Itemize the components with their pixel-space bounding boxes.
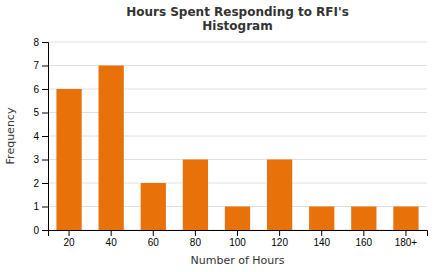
title: Hours Spent Responding to RFI'sHistogram [126,5,349,33]
y-tick-label: 7 [33,60,39,71]
x-tick-mark [363,230,364,236]
y-tick-mark [42,207,48,208]
x-tick-mark [237,230,238,236]
chart-svg: 20 40 60 80 100 120 140 160 180+ 0 1 2 3 4 5 6 7 8 Hours S… [0,0,443,272]
x-tick-label: 180+ [395,237,418,248]
y-tick-mark [42,113,48,114]
y-tick-label: 6 [33,84,39,95]
grid-line [48,42,427,43]
x-tick-label: 80 [190,237,202,248]
y-tick-mark [42,136,48,137]
x-axis-line [49,231,428,237]
y-axis-line [42,43,49,231]
y-tick-mark [42,66,48,67]
x-tick-mark [321,230,322,236]
y-tick: 3 [33,154,48,165]
title-line: Hours Spent Responding to RFI's [126,5,349,19]
y-tick-label: 0 [33,225,39,236]
chart-container: 20 40 60 80 100 120 140 160 180+ 0 1 2 3 4 5 6 7 8 Hours S… [0,0,443,272]
x-tick-label: 20 [63,237,75,248]
bars [56,66,418,231]
bar [56,89,81,230]
x-tick-mark [69,230,70,236]
y-tick-mark [42,160,48,161]
x-tick-label: 140 [313,237,330,248]
y-tick-mark [42,42,48,43]
plot: 20 40 60 80 100 120 140 160 180+ 0 1 2 3 4 5 6 7 8 [33,37,427,248]
y-axis: 0 1 2 3 4 5 6 7 8 [33,37,48,236]
bar [99,66,124,231]
x-tick-label: 160 [355,237,372,248]
bar [225,207,250,231]
y-tick: 5 [33,107,48,118]
x-tick-mark [279,230,280,236]
x-tick: 180+ [395,230,418,248]
y-tick-label: 4 [33,131,39,142]
x-tick: 80 [190,230,202,248]
title-line: Histogram [202,19,272,33]
bar [183,160,208,231]
y-tick: 1 [33,201,48,212]
x-tick: 140 [313,230,330,248]
y-tick-mark [42,183,48,184]
x-tick-mark [111,230,112,236]
y-tick: 6 [33,84,48,95]
y-axis-title: Frequency [4,107,17,164]
y-tick-label: 3 [33,154,39,165]
x-tick-label: 60 [148,237,160,248]
x-tick-label: 100 [229,237,246,248]
x-tick-label: 40 [106,237,118,248]
x-axis: 20 40 60 80 100 120 140 160 180+ [49,230,428,248]
x-tick-mark [153,230,154,236]
bar [141,183,166,230]
grid [48,42,427,230]
x-tick: 60 [148,230,160,248]
bar [309,207,334,231]
y-tick-mark [42,230,48,231]
bar [267,160,292,231]
x-tick: 160 [355,230,372,248]
y-tick: 2 [33,178,48,189]
y-tick-label: 8 [33,37,39,48]
x-tick-label: 120 [271,237,288,248]
x-tick: 40 [106,230,118,248]
y-tick-label: 2 [33,178,39,189]
x-tick: 100 [229,230,246,248]
x-tick-mark [405,230,406,236]
x-tick-mark [195,230,196,236]
y-tick-mark [42,89,48,90]
y-tick: 8 [33,37,48,48]
y-tick: 0 [33,225,48,236]
x-axis-title: Number of Hours [190,254,284,267]
x-tick: 120 [271,230,288,248]
y-tick: 7 [33,60,48,71]
x-tick: 20 [63,230,75,248]
y-tick: 4 [33,131,48,142]
y-tick-label: 5 [33,107,39,118]
bar [351,207,376,231]
bar [393,207,418,231]
y-tick-label: 1 [33,201,39,212]
